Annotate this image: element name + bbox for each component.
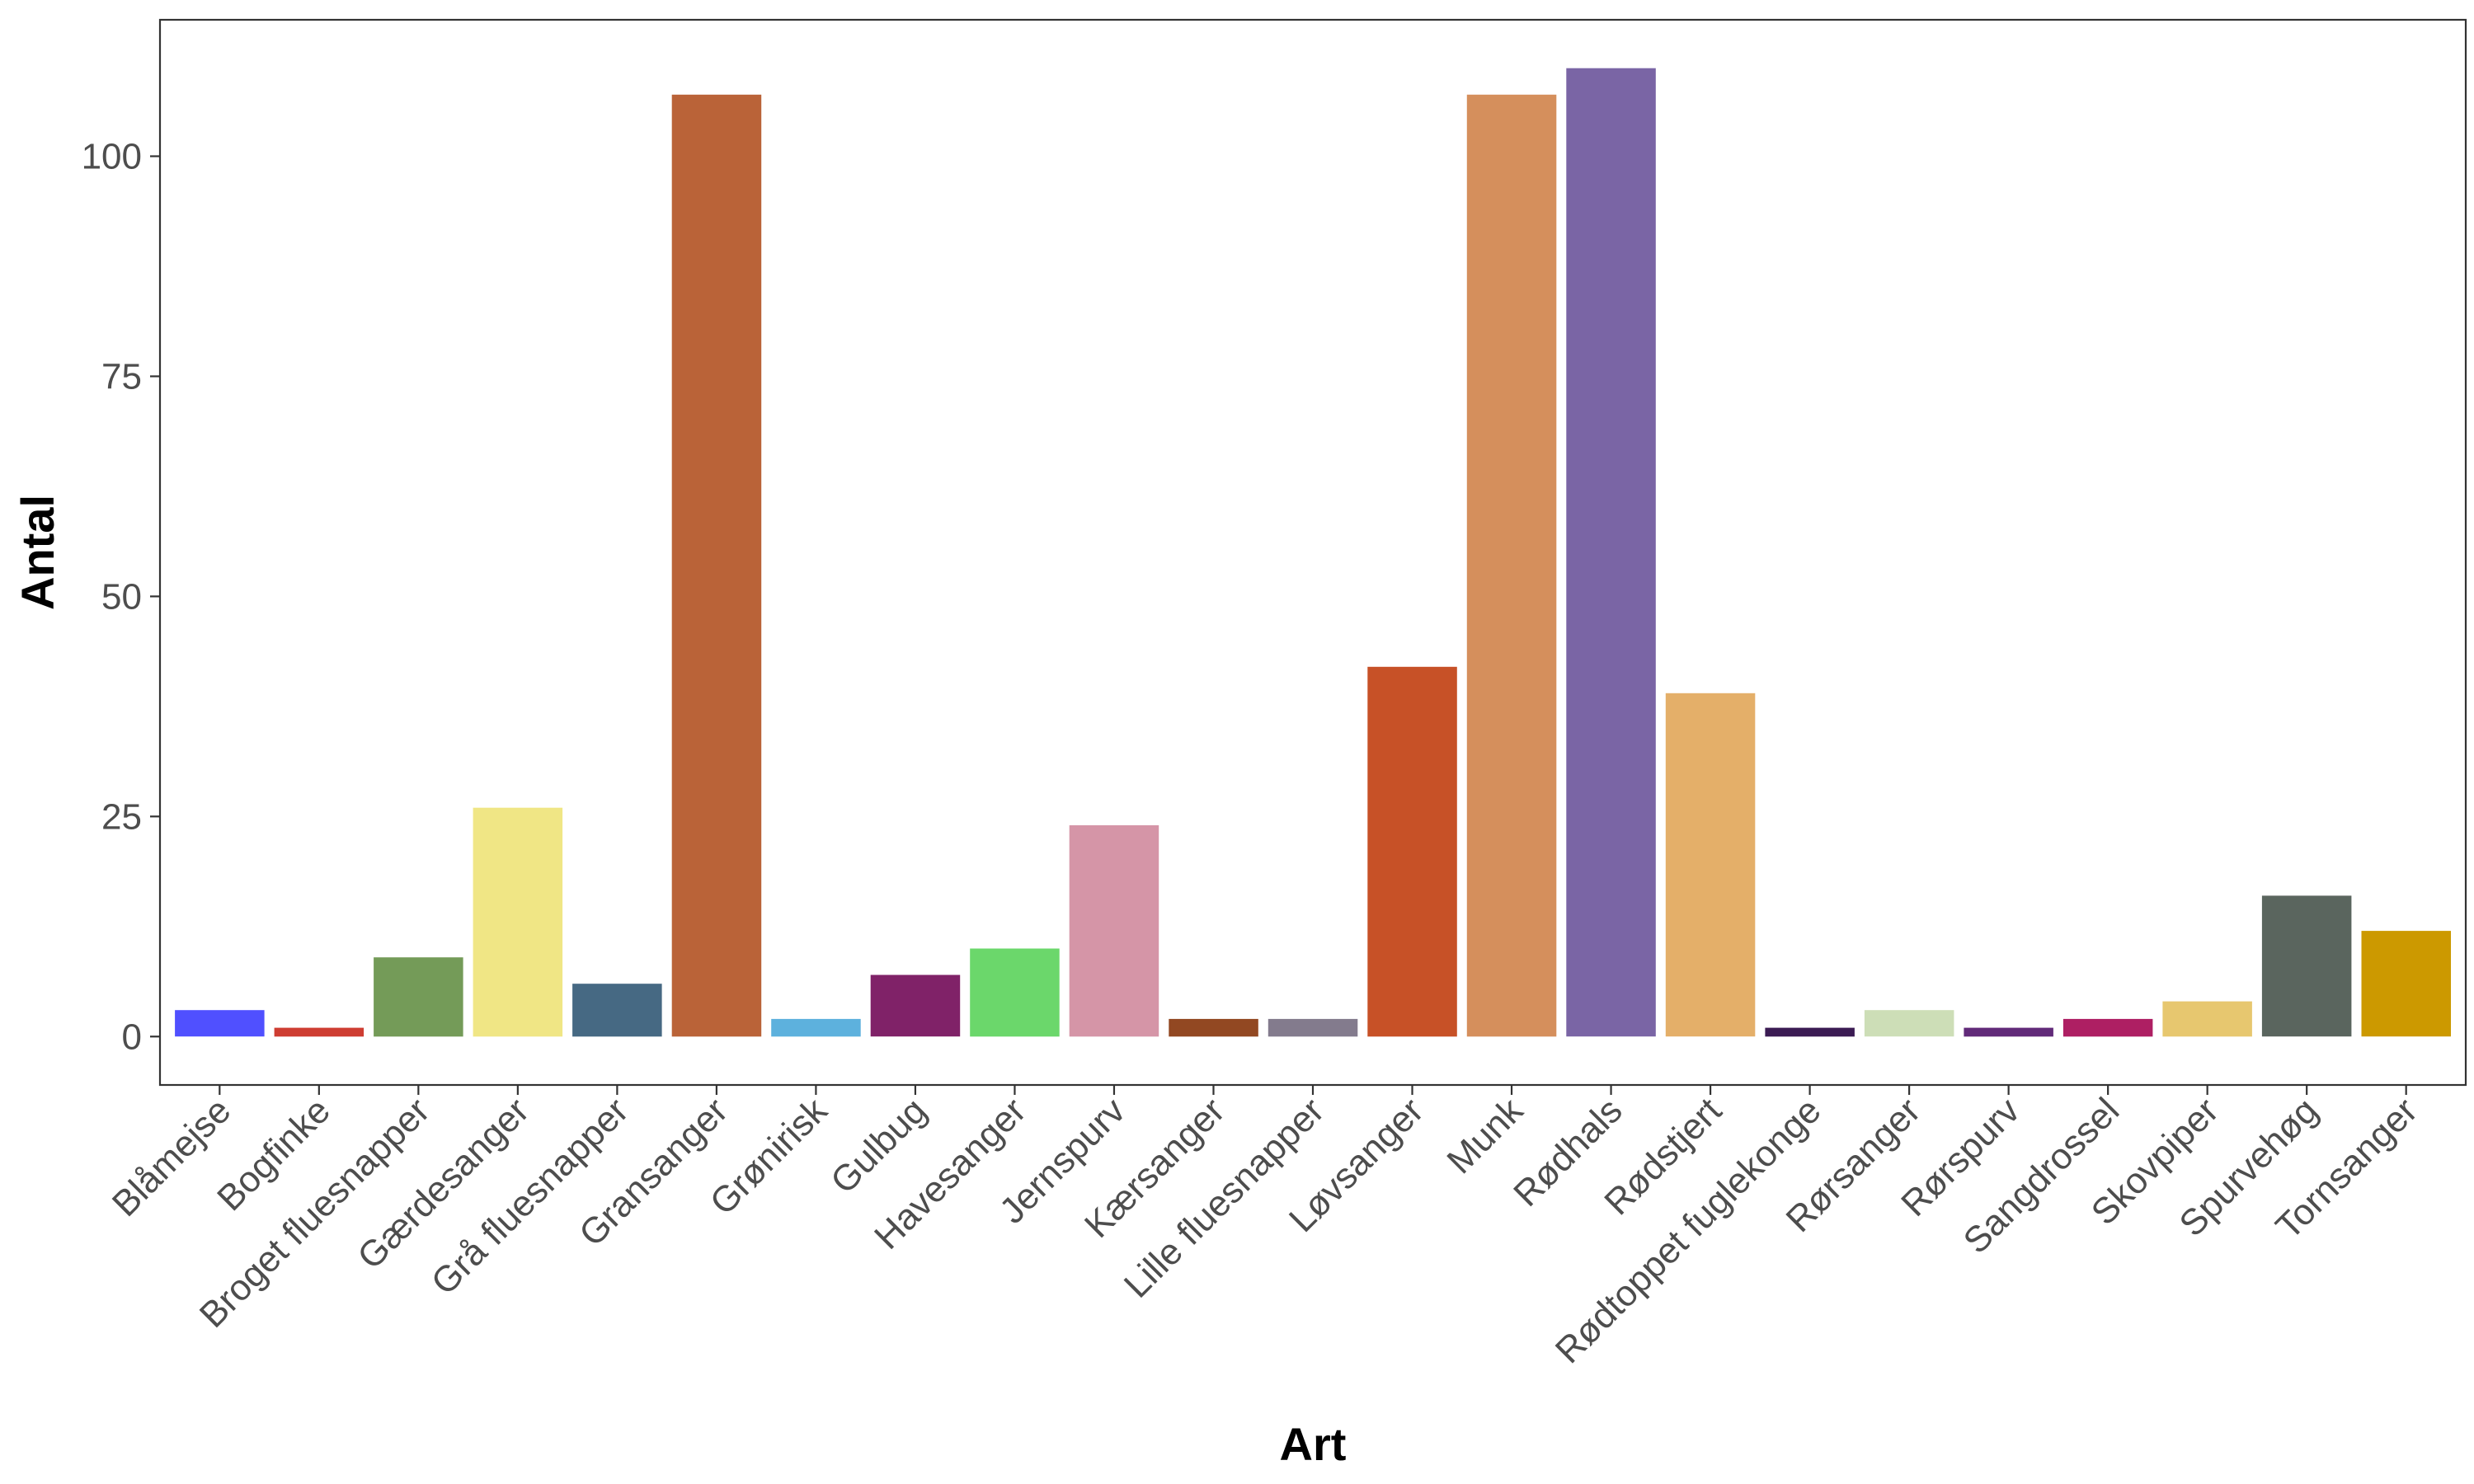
bar [1765,1027,1855,1037]
y-axis-title: Antal [12,495,63,610]
y-axis: 0 25 50 75 100 [82,137,160,1057]
bars-group [175,68,2451,1037]
y-tick-label: 25 [101,796,142,837]
bar [1069,825,1159,1037]
bar [274,1027,365,1037]
bar [771,1018,861,1037]
bar [572,984,662,1037]
bar [1864,1010,1954,1037]
x-axis-title: Art [1280,1418,1347,1470]
y-tick-label: 75 [101,356,142,397]
bar [1268,1018,1358,1037]
bar [1367,666,1457,1037]
y-tick-label: 100 [82,137,142,177]
bar [175,1010,265,1037]
bar [2361,931,2451,1037]
bar [970,948,1060,1037]
bar [2162,1001,2252,1037]
x-tick-label: Blåmejse [105,1090,239,1224]
y-tick-label: 50 [101,576,142,617]
bar [870,974,961,1037]
y-tick-label: 0 [122,1017,142,1057]
bar [1169,1018,1258,1037]
bar [374,957,463,1037]
bar [2261,895,2352,1037]
x-tick-label: Munk [1439,1090,1531,1181]
bar [1566,68,1656,1037]
bar [1665,693,1756,1037]
bar [1466,94,1557,1037]
bar [671,94,762,1037]
bar [2062,1018,2153,1037]
bar [1964,1027,2053,1037]
x-tick-label: Gærdesanger [350,1090,537,1277]
bar [473,807,563,1037]
